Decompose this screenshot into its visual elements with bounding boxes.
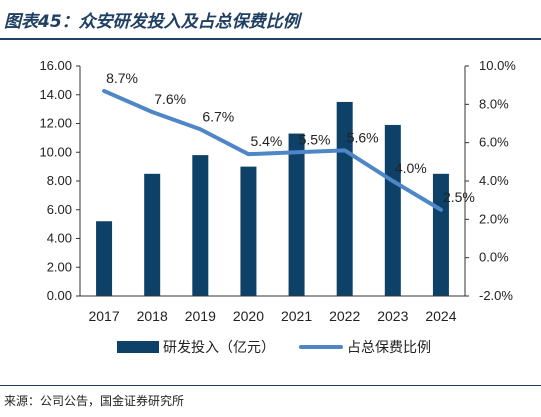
bar [192,155,209,296]
title-bar: 图表45：众安研发投入及占总保费比例 [0,0,541,38]
bar [240,166,257,296]
x-tick-label: 2017 [88,308,119,324]
left-tick-label: 10.00 [39,144,72,159]
bar [288,133,305,296]
right-tick-label: 0.0% [479,250,509,265]
right-tick-label: 4.0% [479,173,509,188]
x-tick-label: 2022 [329,308,360,324]
left-tick-label: 8.00 [47,173,72,188]
left-tick-label: 0.00 [47,288,72,303]
ratio-line [102,88,443,212]
right-tick-label: 2.0% [479,211,509,226]
data-label: 6.7% [202,108,234,124]
bar [384,124,401,296]
bar-series [96,101,449,296]
right-tick-label: 10.0% [479,58,516,73]
x-tick-label: 2024 [425,308,456,324]
left-tick-label: 6.00 [47,202,72,217]
x-tick-label: 2020 [233,308,264,324]
right-tick-label: 8.0% [479,96,509,111]
x-tick-label: 2019 [185,308,216,324]
left-tick-label: 12.00 [39,116,72,131]
data-label: 7.6% [154,91,186,107]
footer-divider [0,385,541,386]
left-tick-label: 4.00 [47,231,72,246]
x-tick-label: 2018 [137,308,168,324]
data-label: 4.0% [395,160,427,176]
chart-title: 图表45：众安研发投入及占总保费比例 [4,11,300,32]
x-tick-label: 2023 [377,308,408,324]
right-y-axis: -2.0% 0.0% 2.0% 4.0% 6.0% 8.0% 10.0% [464,58,516,303]
data-label: 5.4% [250,133,282,149]
legend-bar-swatch [117,341,159,353]
combo-chart: 0.00 2.00 4.00 6.00 8.00 10.00 12.00 14.00 16.00… [39,58,516,355]
left-tick-label: 16.00 [39,58,72,73]
bar [432,173,449,296]
bar [144,173,161,296]
data-label: 2.5% [443,189,475,205]
legend: 研发投入（亿元） 占总保费比例 [117,339,431,355]
left-tick-label: 2.00 [47,259,72,274]
left-tick-label: 14.00 [39,87,72,102]
title-divider [0,38,541,40]
bar [96,221,113,296]
data-label: 8.7% [106,70,138,86]
legend-line-label: 占总保费比例 [347,339,431,355]
right-tick-label: -2.0% [479,288,513,303]
legend-bar-label: 研发投入（亿元） [163,339,275,355]
line-series: 8.7% 7.6% 6.7% 5.4% 5.5% 5.6% 4.0% 2.5% [102,70,475,212]
x-axis: 2017 2018 2019 2020 2021 2022 2023 2024 [80,295,465,324]
right-tick-label: 6.0% [479,135,509,150]
data-label: 5.5% [299,131,331,147]
left-y-axis: 0.00 2.00 4.00 6.00 8.00 10.00 12.00 14.00 16.00 [39,58,81,303]
x-tick-label: 2021 [281,308,312,324]
data-label: 5.6% [347,129,379,145]
source-note: 来源：公司公告，国金证券研究所 [4,394,185,408]
